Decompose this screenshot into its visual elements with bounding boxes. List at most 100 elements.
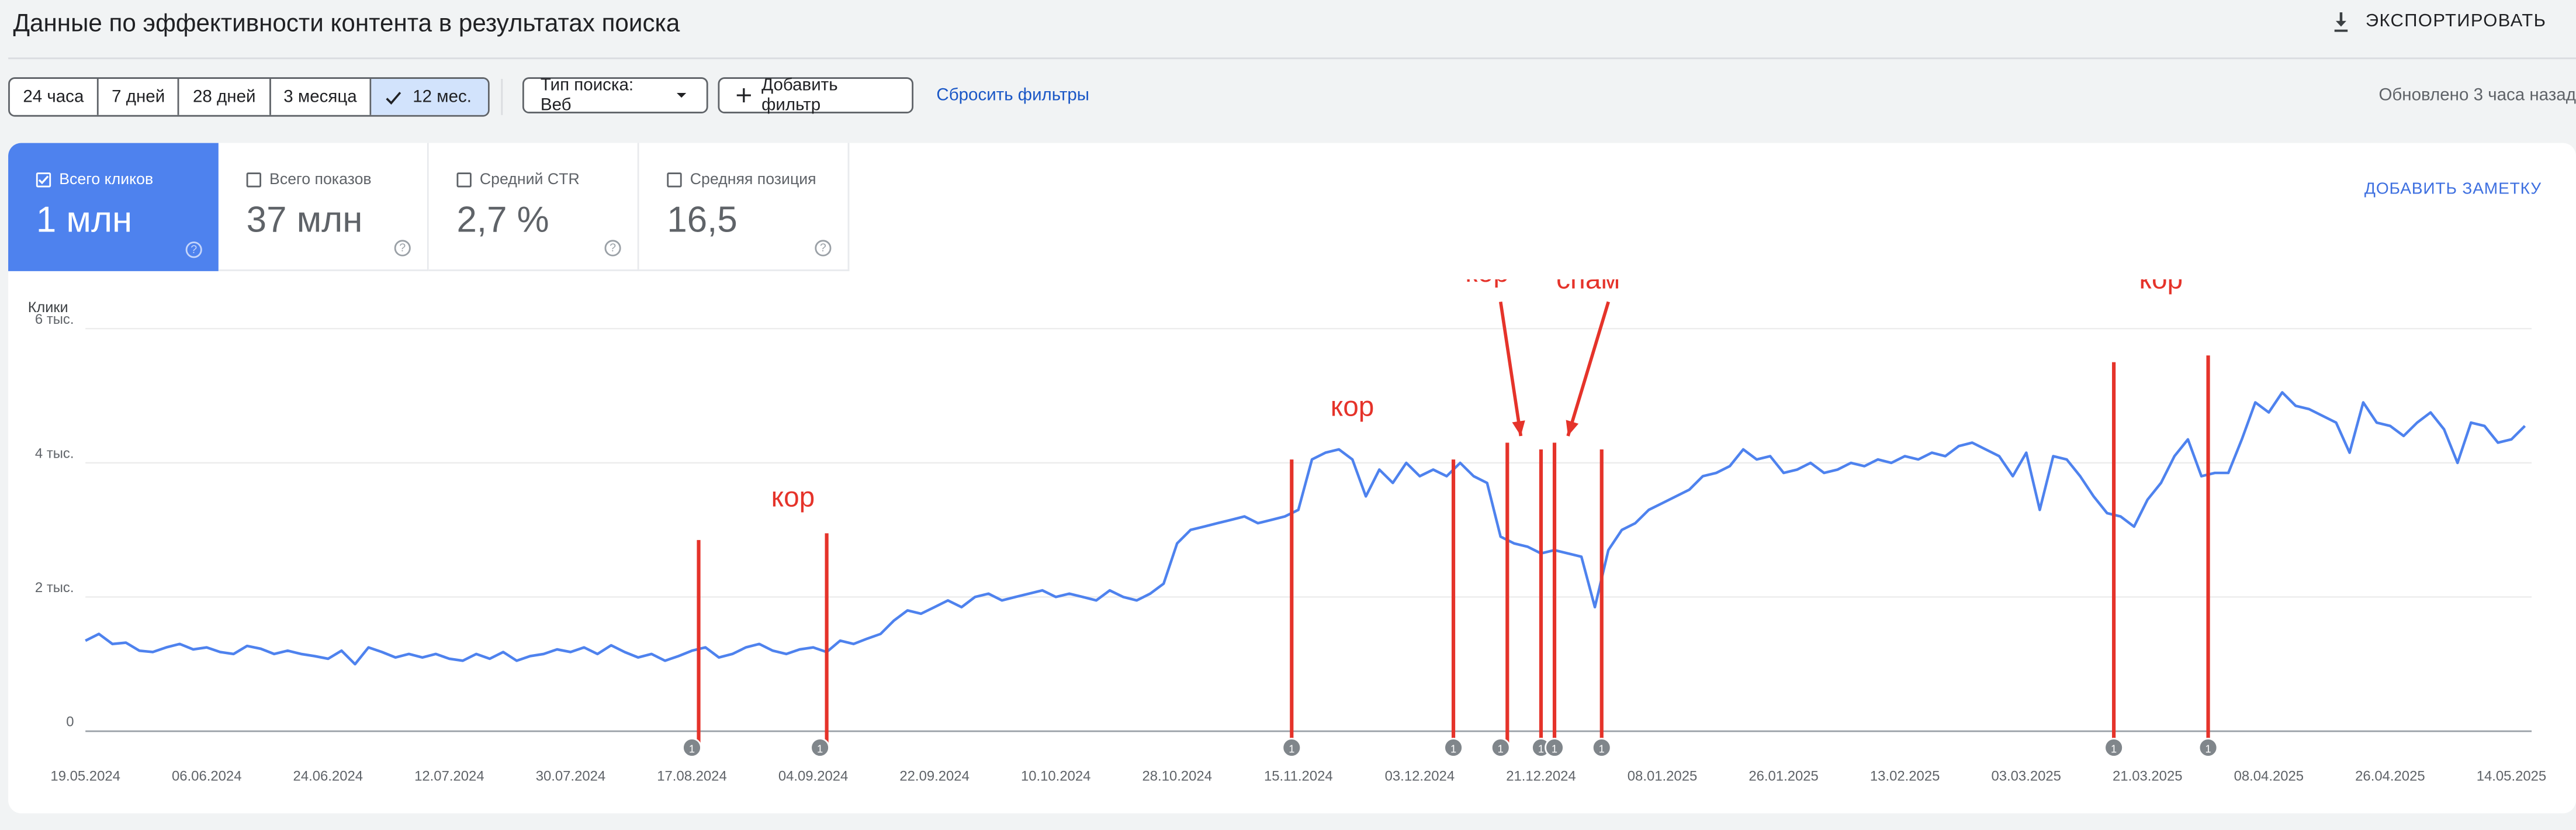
x-tick-label: 12.07.2024: [414, 768, 484, 784]
metric-clicks-label: Всего кликов: [59, 171, 154, 189]
event-marker: [1591, 738, 1612, 758]
download-icon: [2334, 12, 2348, 32]
checkbox-icon: [246, 172, 261, 188]
metric-position-value: 16,5: [667, 199, 738, 240]
y-axis-label: Клики: [28, 299, 68, 316]
y-tick-label: 4 тыс.: [35, 445, 74, 461]
event-marker: [1545, 738, 1564, 758]
range-7d[interactable]: 7 дней: [99, 78, 180, 115]
event-marker-label: 1: [1289, 743, 1294, 755]
x-tick-label: 24.06.2024: [293, 768, 363, 784]
clicks-line-chart: Клики 0 2 тыс. 4 тыс. 6 тыс. 19.05.2024 06.06.…: [28, 279, 2547, 784]
x-tick-label: 04.09.2024: [778, 768, 849, 784]
event-marker: [2104, 738, 2124, 758]
x-tick-label: 26.01.2025: [1749, 768, 1819, 784]
metric-ctr-label: Средний CTR: [479, 171, 580, 189]
event-marker: [2198, 738, 2218, 758]
event-marker-label: 1: [1498, 743, 1504, 755]
annotation-label: кор: [2139, 279, 2183, 295]
event-marker: [810, 738, 830, 758]
checkbox-checked-icon: [36, 172, 51, 188]
range-24h[interactable]: 24 часа: [10, 78, 99, 115]
x-tick-label: 15.11.2024: [1264, 768, 1333, 784]
event-marker-label: 1: [689, 743, 695, 755]
annotation-arrowhead: [1566, 420, 1579, 436]
event-marker: [682, 738, 702, 758]
annotation-arrow: [1498, 301, 1523, 437]
metric-impressions-label: Всего показов: [269, 171, 372, 189]
x-tick-label: 10.10.2024: [1021, 768, 1091, 784]
metric-clicks-label-row: Всего кликов: [36, 171, 153, 189]
annotation-arrowhead: [1512, 420, 1525, 436]
annotation-label: кор: [771, 482, 815, 513]
page-title: Данные по эффективности контента в резул…: [13, 9, 680, 38]
metric-clicks[interactable]: Всего кликов 1 млн ?: [8, 143, 219, 271]
x-tick-label: 03.12.2024: [1385, 768, 1455, 784]
search-type-label: Тип поиска: Веб: [540, 75, 634, 115]
metric-position[interactable]: Средняя позиция 16,5 ?: [639, 143, 850, 271]
add-filter-label: Добавить фильтр: [761, 75, 838, 115]
event-marker-label: 1: [1538, 743, 1544, 755]
filter-divider: [501, 78, 503, 115]
search-type-dropdown[interactable]: Тип поиска: Веб: [522, 75, 708, 115]
y-tick-label: 0: [66, 714, 74, 730]
reset-filters-link[interactable]: Сбросить фильтры: [936, 85, 1090, 105]
y-tick-label: 6 тыс.: [35, 312, 74, 327]
metric-position-label-row: Средняя позиция: [667, 171, 816, 189]
metric-impressions-value: 37 млн: [246, 199, 363, 240]
x-tick-label: 21.03.2025: [2113, 768, 2183, 784]
event-marker: [1443, 738, 1463, 758]
x-tick-label: 06.06.2024: [172, 768, 242, 784]
help-icon[interactable]: ?: [185, 241, 202, 258]
x-tick-label: 08.04.2025: [2234, 768, 2304, 784]
range-28d[interactable]: 28 дней: [180, 78, 271, 115]
check-icon: [386, 91, 401, 104]
annotation-label: спам: [1556, 279, 1620, 295]
x-tick-label: 28.10.2024: [1142, 768, 1213, 784]
event-marker-label: 1: [817, 743, 823, 755]
y-tick-label: 2 тыс.: [35, 580, 74, 596]
metric-ctr[interactable]: Средний CTR 2,7 % ?: [428, 143, 639, 271]
metric-position-label: Средняя позиция: [690, 171, 816, 189]
x-tick-label: 17.08.2024: [657, 768, 727, 784]
clicks-series-line: [85, 391, 2526, 666]
help-icon[interactable]: ?: [394, 240, 411, 257]
event-marker-label: 1: [2205, 743, 2211, 755]
x-tick-label: 21.12.2024: [1506, 768, 1576, 784]
range-12m[interactable]: 12 мес.: [371, 78, 489, 115]
metric-impressions-label-row: Всего показов: [246, 171, 372, 189]
event-marker: [1282, 738, 1302, 758]
help-icon[interactable]: ?: [604, 240, 621, 257]
x-tick-label: 08.01.2025: [1628, 768, 1698, 784]
export-label: ЭКСПОРТИРОВАТЬ: [2365, 11, 2547, 32]
plus-icon: [736, 88, 751, 103]
add-note-button[interactable]: ДОБАВИТЬ ЗАМЕТКУ: [2364, 181, 2542, 199]
event-marker-label: 1: [1450, 743, 1456, 755]
header-divider: [8, 57, 2576, 60]
x-tick-label: 13.02.2025: [1870, 768, 1940, 784]
event-marker-label: 1: [2111, 743, 2117, 755]
add-filter-button[interactable]: Добавить фильтр: [718, 75, 914, 115]
x-tick-label: 30.07.2024: [536, 768, 606, 784]
event-marker-label: 1: [1552, 743, 1557, 755]
date-range-selector: 24 часа 7 дней 28 дней 3 месяца 12 мес.: [8, 77, 490, 117]
metric-ctr-label-row: Средний CTR: [456, 171, 580, 189]
checkbox-icon: [456, 172, 472, 188]
metric-clicks-value: 1 млн: [36, 199, 133, 240]
x-tick-label: 26.04.2025: [2355, 768, 2425, 784]
x-tick-label: 19.05.2024: [50, 768, 120, 784]
x-tick-label: 22.09.2024: [899, 768, 970, 784]
help-icon[interactable]: ?: [815, 240, 832, 257]
updated-status: Обновлено 3 часа назад: [2378, 85, 2576, 105]
checkbox-icon: [667, 172, 682, 188]
event-marker-label: 1: [1599, 743, 1605, 755]
caret-down-icon: [677, 92, 687, 98]
x-tick-label: 03.03.2025: [1991, 768, 2061, 784]
metric-ctr-value: 2,7 %: [456, 199, 549, 240]
range-3m[interactable]: 3 месяца: [271, 78, 372, 115]
export-button[interactable]: ЭКСПОРТИРОВАТЬ: [2329, 10, 2546, 33]
annotation-arrow: [1566, 301, 1610, 437]
x-tick-label: 14.05.2025: [2477, 768, 2547, 784]
metric-impressions[interactable]: Всего показов 37 млн ?: [218, 143, 429, 271]
